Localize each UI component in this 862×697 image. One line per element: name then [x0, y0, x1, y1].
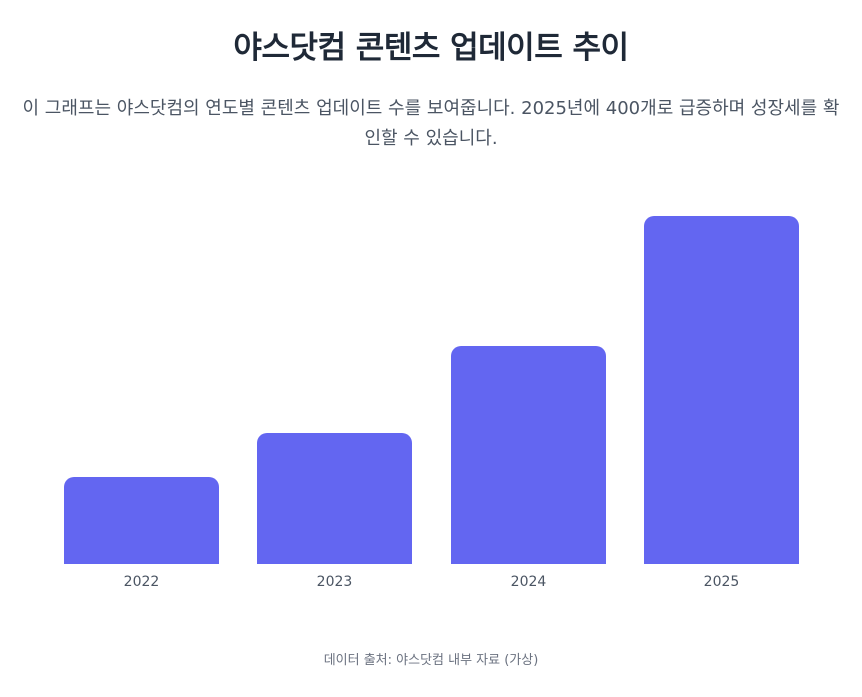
bar-2023	[257, 433, 412, 564]
chart-description: 이 그래프는 야스닷컴의 연도별 콘텐츠 업데이트 수를 보여줍니다. 2025…	[22, 98, 840, 149]
bar-2024	[451, 346, 606, 564]
data-source-note: 데이터 출처: 야스닷컴 내부 자료 (가상)	[323, 653, 539, 668]
page-title: 야스닷컴 콘텐츠 업데이트 추이	[233, 30, 629, 66]
bar-2022	[64, 477, 219, 564]
x-axis-label: 2024	[510, 574, 547, 590]
x-axis-label: 2022	[123, 574, 160, 590]
x-axis-label: 2023	[316, 574, 353, 590]
bar-2025	[644, 216, 799, 564]
x-axis-label: 2025	[703, 574, 740, 590]
